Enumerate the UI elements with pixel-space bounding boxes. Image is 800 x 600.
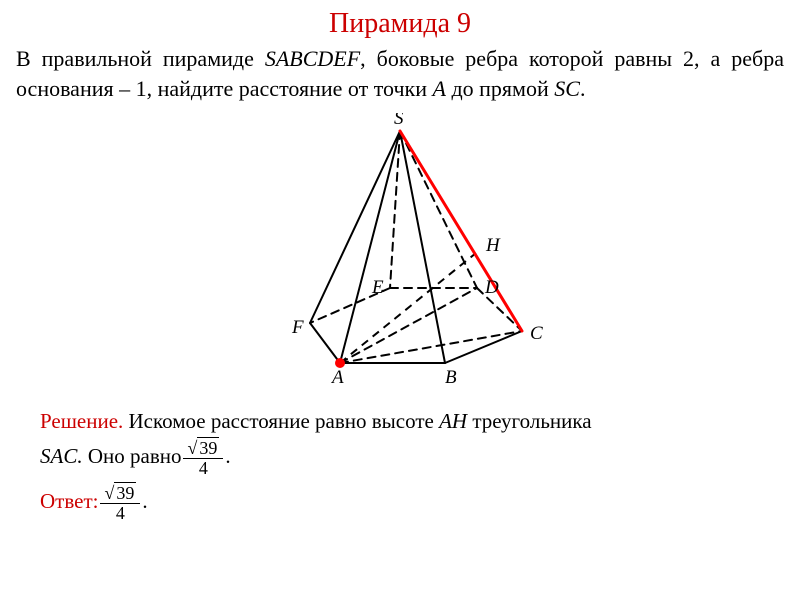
answer-frac-num: 39 xyxy=(114,482,136,503)
pyramid-diagram: S A B C D E F H xyxy=(235,113,565,393)
svg-text:H: H xyxy=(485,235,501,256)
page-title: Пирамида 9 xyxy=(16,8,784,40)
title-text: Пирамида 9 xyxy=(329,8,471,39)
triangle-name: SAC. xyxy=(40,444,83,468)
solution-line1: Решение. Искомое расстояние равно высоте… xyxy=(40,405,784,439)
solution-block: Решение. Искомое расстояние равно высоте… xyxy=(16,405,784,522)
sqrt-icon xyxy=(187,439,197,458)
answer-label: Ответ: xyxy=(40,489,98,513)
svg-text:C: C xyxy=(530,323,543,344)
height-name: AH xyxy=(439,409,467,433)
svg-text:S: S xyxy=(394,113,404,129)
svg-text:F: F xyxy=(291,317,304,338)
diagram-container: S A B C D E F H xyxy=(16,113,784,393)
problem-part4: . xyxy=(580,76,586,101)
answer-frac-den: 4 xyxy=(100,504,140,523)
point-a: A xyxy=(433,76,446,101)
solution-period: . xyxy=(225,444,230,468)
solution-frac-den: 4 xyxy=(183,459,223,478)
solution-label: Решение. xyxy=(40,409,123,433)
answer-line: Ответ:394. xyxy=(40,484,784,523)
solution-text2: треугольника xyxy=(467,409,592,433)
pyramid-name: SABCDEF xyxy=(265,46,360,71)
solution-text3: Оно равно xyxy=(83,444,182,468)
svg-text:B: B xyxy=(445,367,457,388)
solution-frac-num: 39 xyxy=(197,437,219,458)
svg-text:A: A xyxy=(330,367,344,388)
problem-part3: до прямой xyxy=(446,76,554,101)
solution-fraction: 394 xyxy=(183,439,223,478)
answer-fraction: 394 xyxy=(100,484,140,523)
answer-period: . xyxy=(142,489,147,513)
solution-text1: Искомое расстояние равно высоте xyxy=(123,409,439,433)
svg-text:D: D xyxy=(484,277,499,298)
solution-line2: SAC. Оно равно394. xyxy=(40,439,784,478)
problem-part1: В правильной пирамиде xyxy=(16,46,265,71)
sqrt-icon xyxy=(104,484,114,503)
svg-text:E: E xyxy=(371,277,384,298)
problem-statement: В правильной пирамиде SABCDEF, боковые р… xyxy=(16,44,784,103)
line-sc: SC xyxy=(554,76,580,101)
